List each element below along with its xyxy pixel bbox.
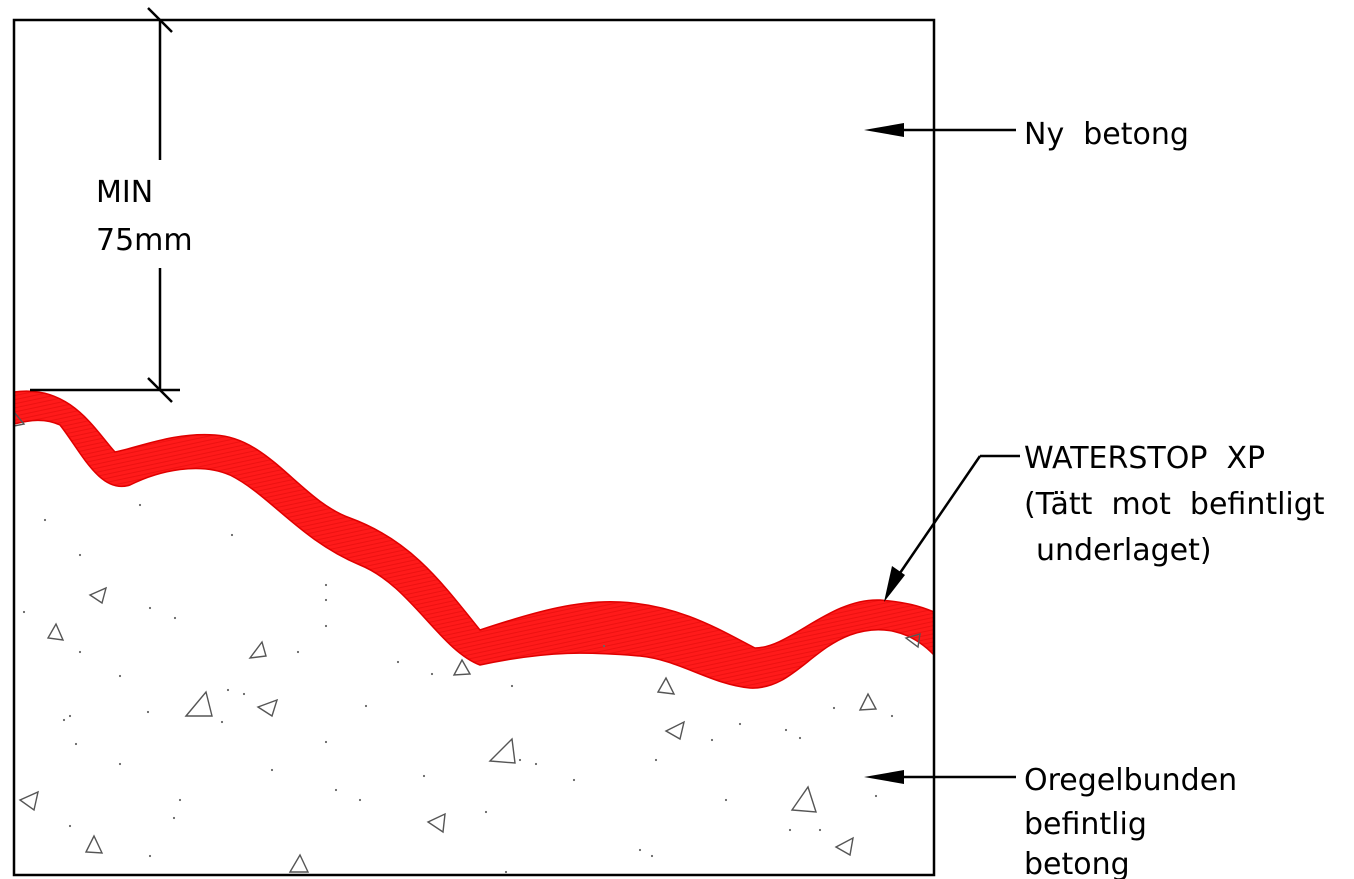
callout-existing-concrete: Oregelbunden befintlig betong <box>864 763 1237 879</box>
aggregate-triangle <box>46 622 65 641</box>
aggregate-triangle <box>426 812 446 834</box>
aggregate-triangle <box>248 640 267 659</box>
aggregate-triangle <box>184 690 213 717</box>
aggregate-triangle <box>14 410 26 427</box>
aggregate-triangle <box>834 836 854 857</box>
aggregate-triangle <box>904 633 921 649</box>
leader-line-diagonal <box>898 455 982 574</box>
existing-concrete-aggregate <box>14 410 921 874</box>
concrete-section-frame <box>12 18 936 877</box>
label-waterstop-note-2: underlaget) <box>1036 533 1212 568</box>
aggregate-triangle <box>664 720 686 741</box>
aggregate-triangle <box>488 737 516 764</box>
dimension-75mm: MIN 75mm <box>30 7 193 403</box>
label-waterstop: WATERSTOP XP <box>1024 441 1265 476</box>
waterstop-band <box>14 390 934 689</box>
aggregate-triangle <box>288 853 310 873</box>
aggregate-triangle <box>452 658 472 676</box>
callout-waterstop: WATERSTOP XP (Tätt mot befintligt underl… <box>884 441 1325 602</box>
aggregate-triangle <box>790 785 817 813</box>
dimension-label-value: 75mm <box>96 223 193 258</box>
aggregate-triangle <box>88 586 108 605</box>
dimension-tick-top <box>147 7 173 33</box>
label-waterstop-note-1: (Tätt mot befintligt <box>1024 487 1325 522</box>
label-new-concrete: Ny betong <box>1024 117 1189 152</box>
aggregate-triangle <box>18 790 39 812</box>
aggregate-triangle <box>256 698 279 718</box>
aggregate-triangle <box>656 676 676 695</box>
arrowhead <box>864 123 904 137</box>
aggregate-triangle <box>84 834 104 854</box>
waterstop-hatch <box>14 391 934 689</box>
aggregate-dots <box>22 503 894 874</box>
aggregate-triangle <box>858 692 878 711</box>
label-existing-concrete-3: betong <box>1024 847 1130 879</box>
arrowhead <box>864 770 904 784</box>
label-existing-concrete-1: Oregelbunden <box>1024 763 1237 798</box>
dimension-label-min: MIN <box>96 175 153 210</box>
label-existing-concrete-2: befintlig <box>1024 807 1147 842</box>
arrowhead <box>884 566 905 602</box>
callout-new-concrete: Ny betong <box>864 117 1189 152</box>
